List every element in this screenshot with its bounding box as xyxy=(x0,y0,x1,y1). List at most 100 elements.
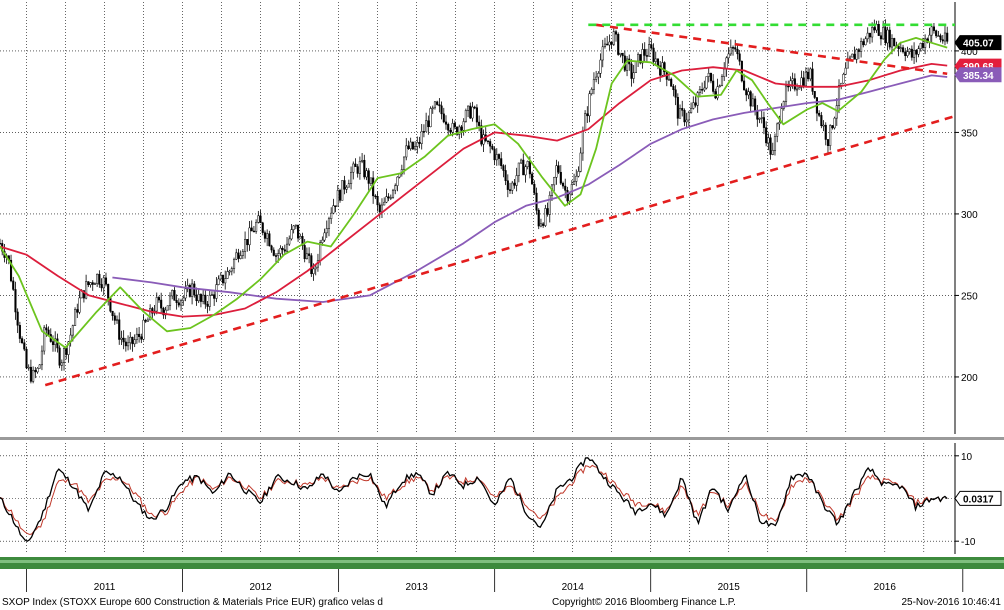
candle-body-377 xyxy=(831,125,834,129)
candle-body-372 xyxy=(820,115,823,127)
candle-body-192 xyxy=(422,131,425,133)
candle-body-112 xyxy=(246,239,249,246)
candle-body-159 xyxy=(350,171,353,184)
long-moving-average-line xyxy=(112,74,948,303)
candle-body-382 xyxy=(842,74,845,84)
candle-body-277 xyxy=(610,41,613,45)
candle-body-39 xyxy=(85,281,88,299)
candle-body-260 xyxy=(573,181,576,185)
candle-body-266 xyxy=(586,113,589,117)
candle-body-369 xyxy=(813,91,816,98)
candle-body-371 xyxy=(818,112,821,116)
candle-body-245 xyxy=(539,223,542,227)
candle-body-78 xyxy=(171,290,174,297)
candle-body-212 xyxy=(467,105,470,111)
candle-body-14 xyxy=(29,366,32,382)
candle-body-426 xyxy=(939,35,942,40)
x-axis: 2011 2012 2013 2014 2015 2016 xyxy=(26,569,964,593)
candle-body-424 xyxy=(935,30,938,37)
candle-body-66 xyxy=(144,319,147,322)
candle-body-58 xyxy=(127,342,130,347)
candle-body-190 xyxy=(418,142,421,144)
candle-body-168 xyxy=(369,177,372,184)
candle-body-209 xyxy=(460,126,463,131)
candle-body-415 xyxy=(915,50,918,55)
candle-body-349 xyxy=(769,137,772,155)
candle-body-189 xyxy=(416,142,419,147)
candle-body-202 xyxy=(444,121,448,125)
price-badges: 405.07390.68385.34 xyxy=(954,35,1002,83)
candle-body-0 xyxy=(0,243,2,245)
candle-body-5 xyxy=(9,259,13,282)
candle-body-151 xyxy=(332,205,335,214)
footer-left-text: SXOP Index (STOXX Europe 600 Constructio… xyxy=(2,597,383,608)
candle-body-303 xyxy=(667,78,671,81)
candle-body-121 xyxy=(266,233,269,239)
candle-body-386 xyxy=(851,53,854,58)
candle-body-289 xyxy=(637,54,640,62)
candle-body-153 xyxy=(336,190,339,207)
candle-body-273 xyxy=(601,46,604,61)
candle-body-296 xyxy=(652,47,655,62)
candle-body-117 xyxy=(257,215,260,223)
candle-body-329 xyxy=(725,57,728,70)
candle-body-99 xyxy=(217,278,220,285)
candle-body-400 xyxy=(882,27,885,40)
candle-body-49 xyxy=(107,283,110,299)
candle-body-287 xyxy=(632,72,635,79)
candle-body-194 xyxy=(427,120,430,128)
candle-body-156 xyxy=(343,180,346,190)
candle-body-403 xyxy=(888,29,891,48)
candle-body-292 xyxy=(643,49,646,56)
candle-body-233 xyxy=(513,182,516,186)
candle-body-261 xyxy=(575,175,578,182)
candle-body-428 xyxy=(943,32,947,42)
candle-body-48 xyxy=(104,277,108,285)
candle-body-174 xyxy=(383,201,386,206)
candle-body-411 xyxy=(906,51,909,56)
osc-badge-label-0: 0.0317 xyxy=(963,494,994,505)
candle-body-345 xyxy=(760,117,763,119)
candle-body-179 xyxy=(394,185,397,191)
candle-body-196 xyxy=(431,107,434,110)
candle-body-146 xyxy=(321,239,324,243)
candle-body-339 xyxy=(747,91,750,96)
candle-body-116 xyxy=(255,222,258,232)
candle-body-195 xyxy=(429,108,432,128)
price-badge-label-2: 385.34 xyxy=(963,71,994,82)
candle-body-45 xyxy=(98,273,101,285)
candle-body-141 xyxy=(310,255,313,275)
candle-body-148 xyxy=(325,228,328,234)
candle-body-270 xyxy=(595,76,598,80)
candle-body-28 xyxy=(60,362,63,366)
candle-body-404 xyxy=(890,38,894,48)
candle-body-232 xyxy=(511,182,514,191)
candle-body-313 xyxy=(690,108,693,114)
candle-body-135 xyxy=(297,224,300,239)
trendlines xyxy=(44,23,956,387)
price-badge-label-0: 405.07 xyxy=(963,39,994,50)
candle-body-293 xyxy=(645,55,648,57)
candle-body-427 xyxy=(941,39,944,42)
price-badge-bg-0 xyxy=(954,35,1002,51)
candle-body-385 xyxy=(848,56,852,59)
footer-timestamp: 25-Nov-2016 10:46:41 xyxy=(901,597,1001,608)
candle-body-393 xyxy=(866,32,869,40)
candle-body-357 xyxy=(787,85,790,88)
candle-body-310 xyxy=(683,110,686,123)
candle-body-396 xyxy=(873,27,876,31)
candle-body-275 xyxy=(606,43,609,46)
candle-body-226 xyxy=(497,154,501,159)
candle-body-276 xyxy=(608,41,611,46)
candle-body-262 xyxy=(577,171,580,177)
candle-body-412 xyxy=(908,48,911,52)
price-panel: 200 250 300 350 400 405.07390.68385.34 xyxy=(0,2,1002,434)
price-series xyxy=(0,19,949,384)
candle-body-62 xyxy=(135,333,138,340)
candle-body-72 xyxy=(157,297,161,301)
candle-body-335 xyxy=(738,53,741,62)
candle-body-164 xyxy=(361,159,364,162)
candle-body-251 xyxy=(553,177,556,186)
candle-body-333 xyxy=(734,47,737,50)
candle-body-40 xyxy=(87,281,90,286)
